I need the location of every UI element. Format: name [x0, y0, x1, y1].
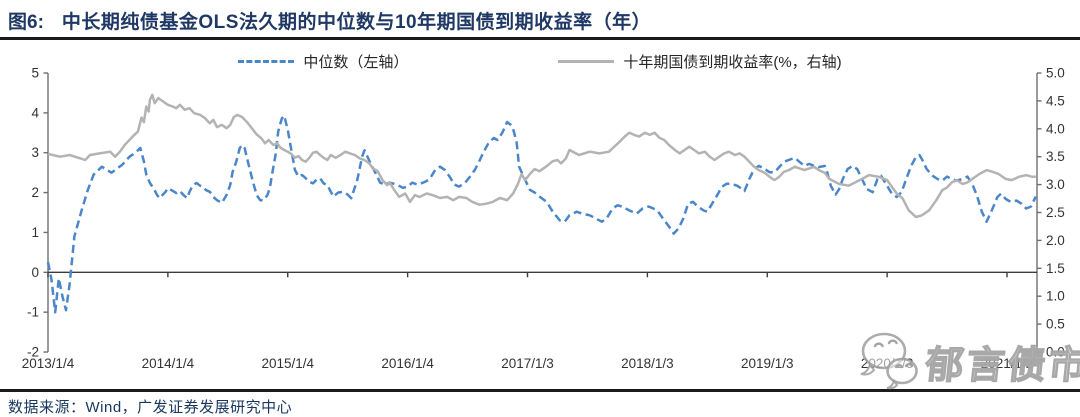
left-axis-tick-label: -2: [27, 345, 39, 360]
right-axis-tick-label: 5.0: [1046, 66, 1065, 81]
yield-solid-line-swatch: [558, 60, 615, 63]
right-axis-tick-label: 0.5: [1046, 317, 1065, 332]
x-axis-tick-label: 2016/1/4: [381, 356, 434, 371]
left-axis-tick-label: 4: [31, 105, 39, 120]
x-axis-tick-label: 2021/1/2: [981, 356, 1034, 371]
right-axis-tick-label: 1.5: [1046, 261, 1065, 276]
figure-title-row: 图6: 中长期纯债基金OLS法久期的中位数与10年期国债到期收益率（年）: [8, 7, 651, 34]
legend-item-yield: 十年期国债到期收益率(%，右轴): [558, 51, 842, 72]
right-axis-tick-label: 2.0: [1046, 233, 1065, 248]
source-note: 数据来源：Wind，广发证券发展研究中心: [8, 399, 293, 416]
treasury-yield-line: [47, 93, 1036, 219]
x-axis-tick-label: 2014/1/4: [142, 356, 195, 371]
x-axis-tick-label: 2013/1/4: [22, 356, 75, 371]
figure-number-label: 图6:: [8, 12, 44, 33]
axis-labels: 5 4 3 2 1 0 -1 -2 5.0 4.5 4.0 3.5 3.0 2.5 2.0 1.5 1.0 0.5…: [22, 66, 1065, 372]
legend-item-median: 中位数（左轴）: [238, 51, 408, 72]
right-axis-tick-label: 4.0: [1046, 121, 1065, 136]
x-axis-tick-label: 2020/1/3: [861, 356, 914, 371]
x-axis-tick-label: 2017/1/3: [501, 356, 554, 371]
right-axis-tick-label: 0.0: [1046, 345, 1065, 360]
left-axis-tick-label: 1: [31, 225, 39, 240]
left-axis-tick-label: -1: [27, 305, 39, 320]
x-axis-tick-label: 2018/1/3: [621, 356, 674, 371]
left-axis-tick-label: 3: [31, 145, 39, 160]
right-axis-tick-label: 3.0: [1046, 177, 1065, 192]
right-axis-tick-label: 2.5: [1046, 205, 1065, 220]
x-axis-tick-label: 2015/1/4: [261, 356, 314, 371]
left-axis-tick-label: 2: [31, 185, 39, 200]
median-dashed-line-swatch: [238, 60, 295, 63]
median-duration-line: [46, 114, 1037, 314]
footer-divider: [0, 389, 1080, 392]
axis-ticks: [43, 72, 1042, 353]
x-axis-tick-label: 2019/1/3: [741, 356, 794, 371]
left-axis-tick-label: 5: [31, 66, 39, 81]
series-lines: [46, 93, 1037, 314]
right-axis-tick-label: 3.5: [1046, 149, 1065, 164]
legend-label-yield: 十年期国债到期收益率(%，右轴): [623, 54, 842, 71]
right-axis-tick-label: 4.5: [1046, 93, 1065, 108]
page-title: 中长期纯债基金OLS法久期的中位数与10年期国债到期收益率（年）: [61, 12, 652, 33]
left-axis-tick-label: 0: [31, 265, 39, 280]
right-axis-tick-label: 1.0: [1046, 289, 1065, 304]
title-divider: [0, 37, 1080, 40]
legend-label-median: 中位数（左轴）: [303, 54, 409, 71]
chart-legend: 中位数（左轴） 十年期国债到期收益率(%，右轴): [0, 51, 1080, 72]
